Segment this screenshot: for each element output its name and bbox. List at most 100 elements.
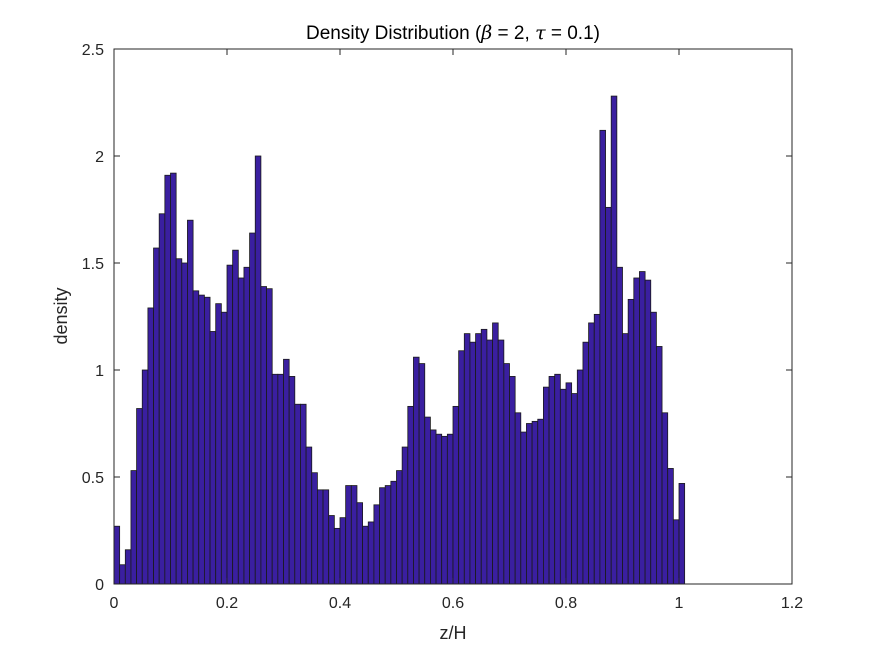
histogram-bar <box>226 264 234 585</box>
histogram-bar <box>187 219 194 585</box>
histogram-bar <box>345 485 352 585</box>
y-axis-ticks: 0 0.5 1 1.5 2 2.5 <box>82 42 792 594</box>
histogram-bar <box>678 483 686 585</box>
histogram-bar <box>249 232 256 585</box>
histogram-bar <box>209 331 217 585</box>
x-tick-label: 0 <box>110 595 119 612</box>
histogram-bar <box>220 311 228 585</box>
histogram-bar <box>565 382 573 585</box>
histogram-bar <box>130 470 137 585</box>
histogram-bar <box>254 155 262 585</box>
histogram-bar <box>458 350 465 585</box>
histogram-bar <box>243 266 250 585</box>
histogram-bar <box>469 341 477 585</box>
histogram-bar <box>288 376 296 585</box>
histogram-bar <box>543 386 550 585</box>
x-tick-label: 1 <box>675 595 684 612</box>
histogram-bar <box>136 408 143 585</box>
histogram-bar <box>497 339 505 585</box>
y-tick-label: 0.5 <box>82 470 104 487</box>
histogram-bar <box>571 393 578 585</box>
x-axis-label: z/H <box>440 623 467 643</box>
histogram-bar <box>339 517 347 585</box>
histogram-bar <box>463 333 471 585</box>
histogram-bar <box>667 468 674 585</box>
histogram-bar <box>333 527 341 585</box>
histogram-bar <box>520 431 527 585</box>
histogram-bar <box>627 298 635 585</box>
histogram-bar <box>537 418 544 585</box>
x-axis-ticks: 0 0.2 0.4 0.6 0.8 1 1.2 <box>110 49 803 612</box>
histogram-bar <box>588 322 595 585</box>
histogram-bar <box>616 266 623 585</box>
histogram-bar <box>576 369 584 585</box>
histogram-bar <box>328 515 335 585</box>
histogram-bar <box>633 277 640 585</box>
histogram-bar <box>379 487 386 585</box>
histogram-bar <box>610 95 618 585</box>
histogram-bar <box>316 489 324 585</box>
histogram-bar <box>367 521 375 585</box>
histogram-bar <box>446 433 454 585</box>
histogram-bar <box>599 129 606 585</box>
histogram-bar <box>266 288 273 585</box>
histogram-bar <box>486 339 493 585</box>
histogram-bar <box>164 174 171 585</box>
histogram-bar <box>153 247 160 585</box>
histogram-bar <box>147 307 154 585</box>
histogram-bar <box>514 412 522 585</box>
histogram-bar <box>401 446 409 585</box>
histogram-bar <box>429 429 437 585</box>
histogram-bar <box>441 435 448 585</box>
x-tick-label: 1.2 <box>781 595 803 612</box>
histogram-bar <box>593 313 601 585</box>
histogram-bar <box>119 564 126 585</box>
histogram-bar <box>407 405 414 585</box>
histogram-bar <box>283 358 290 585</box>
histogram-bar <box>203 296 211 585</box>
chart-title: Density Distribution (β = 2, τ = 0.1) <box>306 22 600 44</box>
histogram-bar <box>322 489 330 585</box>
y-axis-label: density <box>51 287 71 344</box>
histogram-bar <box>181 262 188 585</box>
histogram-bar <box>672 519 680 585</box>
histogram-bar <box>271 373 279 585</box>
histogram-bar <box>311 472 318 585</box>
histogram-bar <box>232 249 239 585</box>
histogram-bar <box>305 446 313 585</box>
x-tick-label: 0.6 <box>442 595 464 612</box>
x-tick-label: 0.4 <box>329 595 351 612</box>
histogram-bar <box>418 363 426 585</box>
histogram-bar <box>277 373 284 585</box>
histogram-bar <box>605 206 612 585</box>
histogram-bar <box>170 172 177 585</box>
histogram-bar <box>356 502 364 585</box>
histogram-bar <box>384 485 392 585</box>
histogram-bar <box>503 363 510 585</box>
histogram-bar <box>644 279 652 585</box>
histogram-bar <box>175 258 183 585</box>
histogram-bar <box>480 328 488 585</box>
x-tick-label: 0.2 <box>216 595 238 612</box>
histogram-bar <box>526 423 533 585</box>
y-tick-label: 2 <box>95 149 104 166</box>
histogram-bar <box>237 277 245 585</box>
histogram-bar <box>492 322 499 585</box>
histogram-bar <box>413 356 420 585</box>
histogram-bar <box>113 525 121 585</box>
histogram-bar <box>158 213 166 585</box>
y-tick-label: 0 <box>95 577 104 594</box>
x-tick-label: 0.8 <box>555 595 577 612</box>
histogram-bar <box>124 549 132 585</box>
histogram-bar <box>582 341 590 585</box>
histogram-bar <box>650 311 657 585</box>
histogram-bar <box>548 376 556 585</box>
histogram-bar <box>294 403 301 585</box>
histogram-bar <box>531 420 539 585</box>
histogram-bar <box>141 369 149 585</box>
histogram-bar <box>475 333 482 585</box>
histogram-bar <box>396 470 403 585</box>
histogram-bar <box>215 303 222 585</box>
histogram-bar <box>350 485 358 585</box>
tau-symbol: τ <box>535 22 546 44</box>
